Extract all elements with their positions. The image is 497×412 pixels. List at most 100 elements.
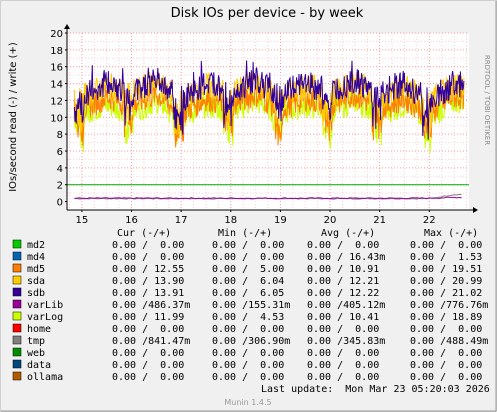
y-tick-label: 0	[57, 198, 63, 209]
legend-min-value: 0.00 / 5.00	[212, 264, 284, 275]
x-tick-label: 20	[324, 215, 337, 226]
legend-swatch-home	[12, 323, 22, 333]
legend-row: sda 0.00 / 13.90 0.00 / 6.04 0.00 / 12.21 0.…	[12, 275, 482, 287]
y-axis-arrow	[64, 24, 70, 29]
legend-cur-value: 0.00 / 0.00	[112, 240, 184, 251]
x-tick-label: 21	[373, 215, 386, 226]
legend-avg-value: 0.00 / 12.21	[307, 276, 379, 287]
legend-swatch-sda	[12, 275, 22, 285]
legend-row: home 0.00 / 0.00 0.00 / 0.00 0.00 / 0.00 0.0…	[12, 323, 482, 335]
legend-row: sdb 0.00 / 13.91 0.00 / 6.05 0.00 / 12.22 0.…	[12, 287, 482, 299]
legend-min-value: 0.00 /155.31m	[212, 300, 290, 311]
legend-row: tmp 0.00 /841.47m 0.00 /306.90m 0.00 /345.8…	[12, 335, 488, 347]
x-tick-label: 22	[423, 215, 436, 226]
legend-min-value: 0.00 / 6.04	[212, 276, 284, 287]
y-tick-label: 20	[50, 29, 63, 40]
legend-swatch-web	[12, 347, 22, 357]
legend-name: sda	[27, 276, 45, 287]
y-tick-label: 8	[57, 130, 63, 141]
legend-name: web	[27, 348, 45, 359]
legend-row: ollama 0.00 / 0.00 0.00 / 0.00 0.00 / 0.00 0…	[12, 371, 482, 383]
y-tick-label: 12	[50, 96, 63, 107]
legend-avg-value: 0.00 / 0.00	[307, 240, 379, 251]
legend-swatch-varLib	[12, 299, 22, 309]
y-tick-label: 10	[50, 113, 63, 124]
x-tick-label: 18	[224, 215, 237, 226]
legend-name: data	[27, 360, 51, 371]
rrdtool-watermark: RRDTOOL / TOBI OETIKER	[483, 55, 491, 145]
x-tick-label: 19	[274, 215, 287, 226]
y-tick-label: 6	[57, 147, 63, 158]
legend-max-value: 0.00 / 0.00	[410, 348, 482, 359]
legend-name: varLib	[27, 300, 63, 311]
legend-max-value: 0.00 / 19.51	[410, 264, 482, 275]
legend-swatch-md2	[12, 239, 22, 249]
legend-avg-value: 0.00 / 0.00	[307, 360, 379, 371]
legend-cur-value: 0.00 /841.47m	[112, 336, 190, 347]
legend-min-value: 0.00 / 0.00	[212, 324, 284, 335]
legend-row: varLib 0.00 /486.37m 0.00 /155.31m 0.00 /40…	[12, 299, 488, 311]
legend-min-value: 0.00 / 0.00	[212, 240, 284, 251]
legend-name: home	[27, 324, 51, 335]
legend-max-value: 0.00 / 0.00	[410, 324, 482, 335]
legend-min-value: 0.00 / 0.00	[212, 360, 284, 371]
legend-max-value: 0.00 /776.76m	[410, 300, 488, 311]
legend-min-value: 0.00 /306.90m	[212, 336, 290, 347]
legend-cur-value: 0.00 / 13.91	[112, 288, 184, 299]
legend-header-min: Min (-/+)	[218, 228, 272, 239]
series-line-varLib	[74, 196, 462, 200]
legend-max-value: 0.00 / 21.02	[410, 288, 482, 299]
x-tick-label: 15	[76, 215, 89, 226]
chart-title: Disk IOs per device - by week	[171, 6, 364, 21]
legend-name: sdb	[27, 288, 45, 299]
legend-row: web 0.00 / 0.00 0.00 / 0.00 0.00 / 0.00 0.00…	[12, 347, 482, 359]
legend-cur-value: 0.00 / 0.00	[112, 252, 184, 263]
legend-row: data 0.00 / 0.00 0.00 / 0.00 0.00 / 0.00 0.0…	[12, 359, 482, 371]
x-tick-label: 17	[175, 215, 188, 226]
x-tick-label: 16	[125, 215, 138, 226]
legend-avg-value: 0.00 / 16.43m	[307, 252, 385, 263]
last-update: Last update: Mon Mar 23 05:20:03 2026	[261, 384, 490, 395]
y-tick-label: 2	[57, 181, 63, 192]
legend-name: tmp	[27, 336, 45, 347]
legend-avg-value: 0.00 / 0.00	[307, 324, 379, 335]
legend-avg-value: 0.00 /345.83m	[307, 336, 385, 347]
legend-max-value: 0.00 / 1.53	[410, 252, 482, 263]
legend-row: varLog 0.00 / 11.99 0.00 / 4.53 0.00 / 10.4…	[12, 311, 482, 323]
legend-cur-value: 0.00 / 0.00	[112, 324, 184, 335]
legend-max-value: 0.00 /488.49m	[410, 336, 488, 347]
y-tick-label: 4	[57, 164, 63, 175]
legend-swatch-data	[12, 359, 22, 369]
x-axis-arrow	[473, 207, 478, 213]
plot-axes	[64, 24, 478, 213]
legend-cur-value: 0.00 / 13.90	[112, 276, 184, 287]
legend-min-value: 0.00 / 0.00	[212, 252, 284, 263]
legend-max-value: 0.00 / 0.00	[410, 360, 482, 371]
legend-name: md5	[27, 264, 45, 275]
legend-max-value: 0.00 / 20.99	[410, 276, 482, 287]
legend-row: md5 0.00 / 12.55 0.00 / 5.00 0.00 / 10.91 0.…	[12, 263, 482, 275]
x-tick-labels: 15 16 17 18 19 20 21 22	[76, 210, 436, 226]
legend-max-value: 0.00 / 0.00	[410, 372, 482, 383]
legend-table: Cur (-/+) Min (-/+) Avg (-/+) Max (-/+)	[117, 228, 478, 239]
legend-header-avg: Avg (-/+)	[321, 228, 375, 239]
legend-cur-value: 0.00 / 11.99	[112, 312, 184, 323]
legend-row: md4 0.00 / 0.00 0.00 / 0.00 0.00 / 16.43m 0.…	[12, 251, 482, 263]
legend-swatch-varLog	[12, 311, 22, 321]
legend-min-value: 0.00 / 0.00	[212, 372, 284, 383]
munin-version: Munin 1.4.5	[224, 398, 271, 407]
legend-name: md4	[27, 252, 45, 263]
legend-max-value: 0.00 / 0.00	[410, 240, 482, 251]
legend-name: ollama	[27, 372, 63, 383]
legend-swatch-md4	[12, 251, 22, 261]
legend-avg-value: 0.00 / 0.00	[307, 372, 379, 383]
legend-avg-value: 0.00 /405.12m	[307, 300, 385, 311]
legend-avg-value: 0.00 / 0.00	[307, 348, 379, 359]
y-tick-labels: 0 2 4 6 8 10 12 14 16 18 20	[50, 29, 67, 209]
legend-min-value: 0.00 / 6.05	[212, 288, 284, 299]
legend-swatch-ollama	[12, 371, 22, 381]
legend-swatch-tmp	[12, 335, 22, 345]
legend-avg-value: 0.00 / 10.41	[307, 312, 379, 323]
legend-avg-value: 0.00 / 10.91	[307, 264, 379, 275]
